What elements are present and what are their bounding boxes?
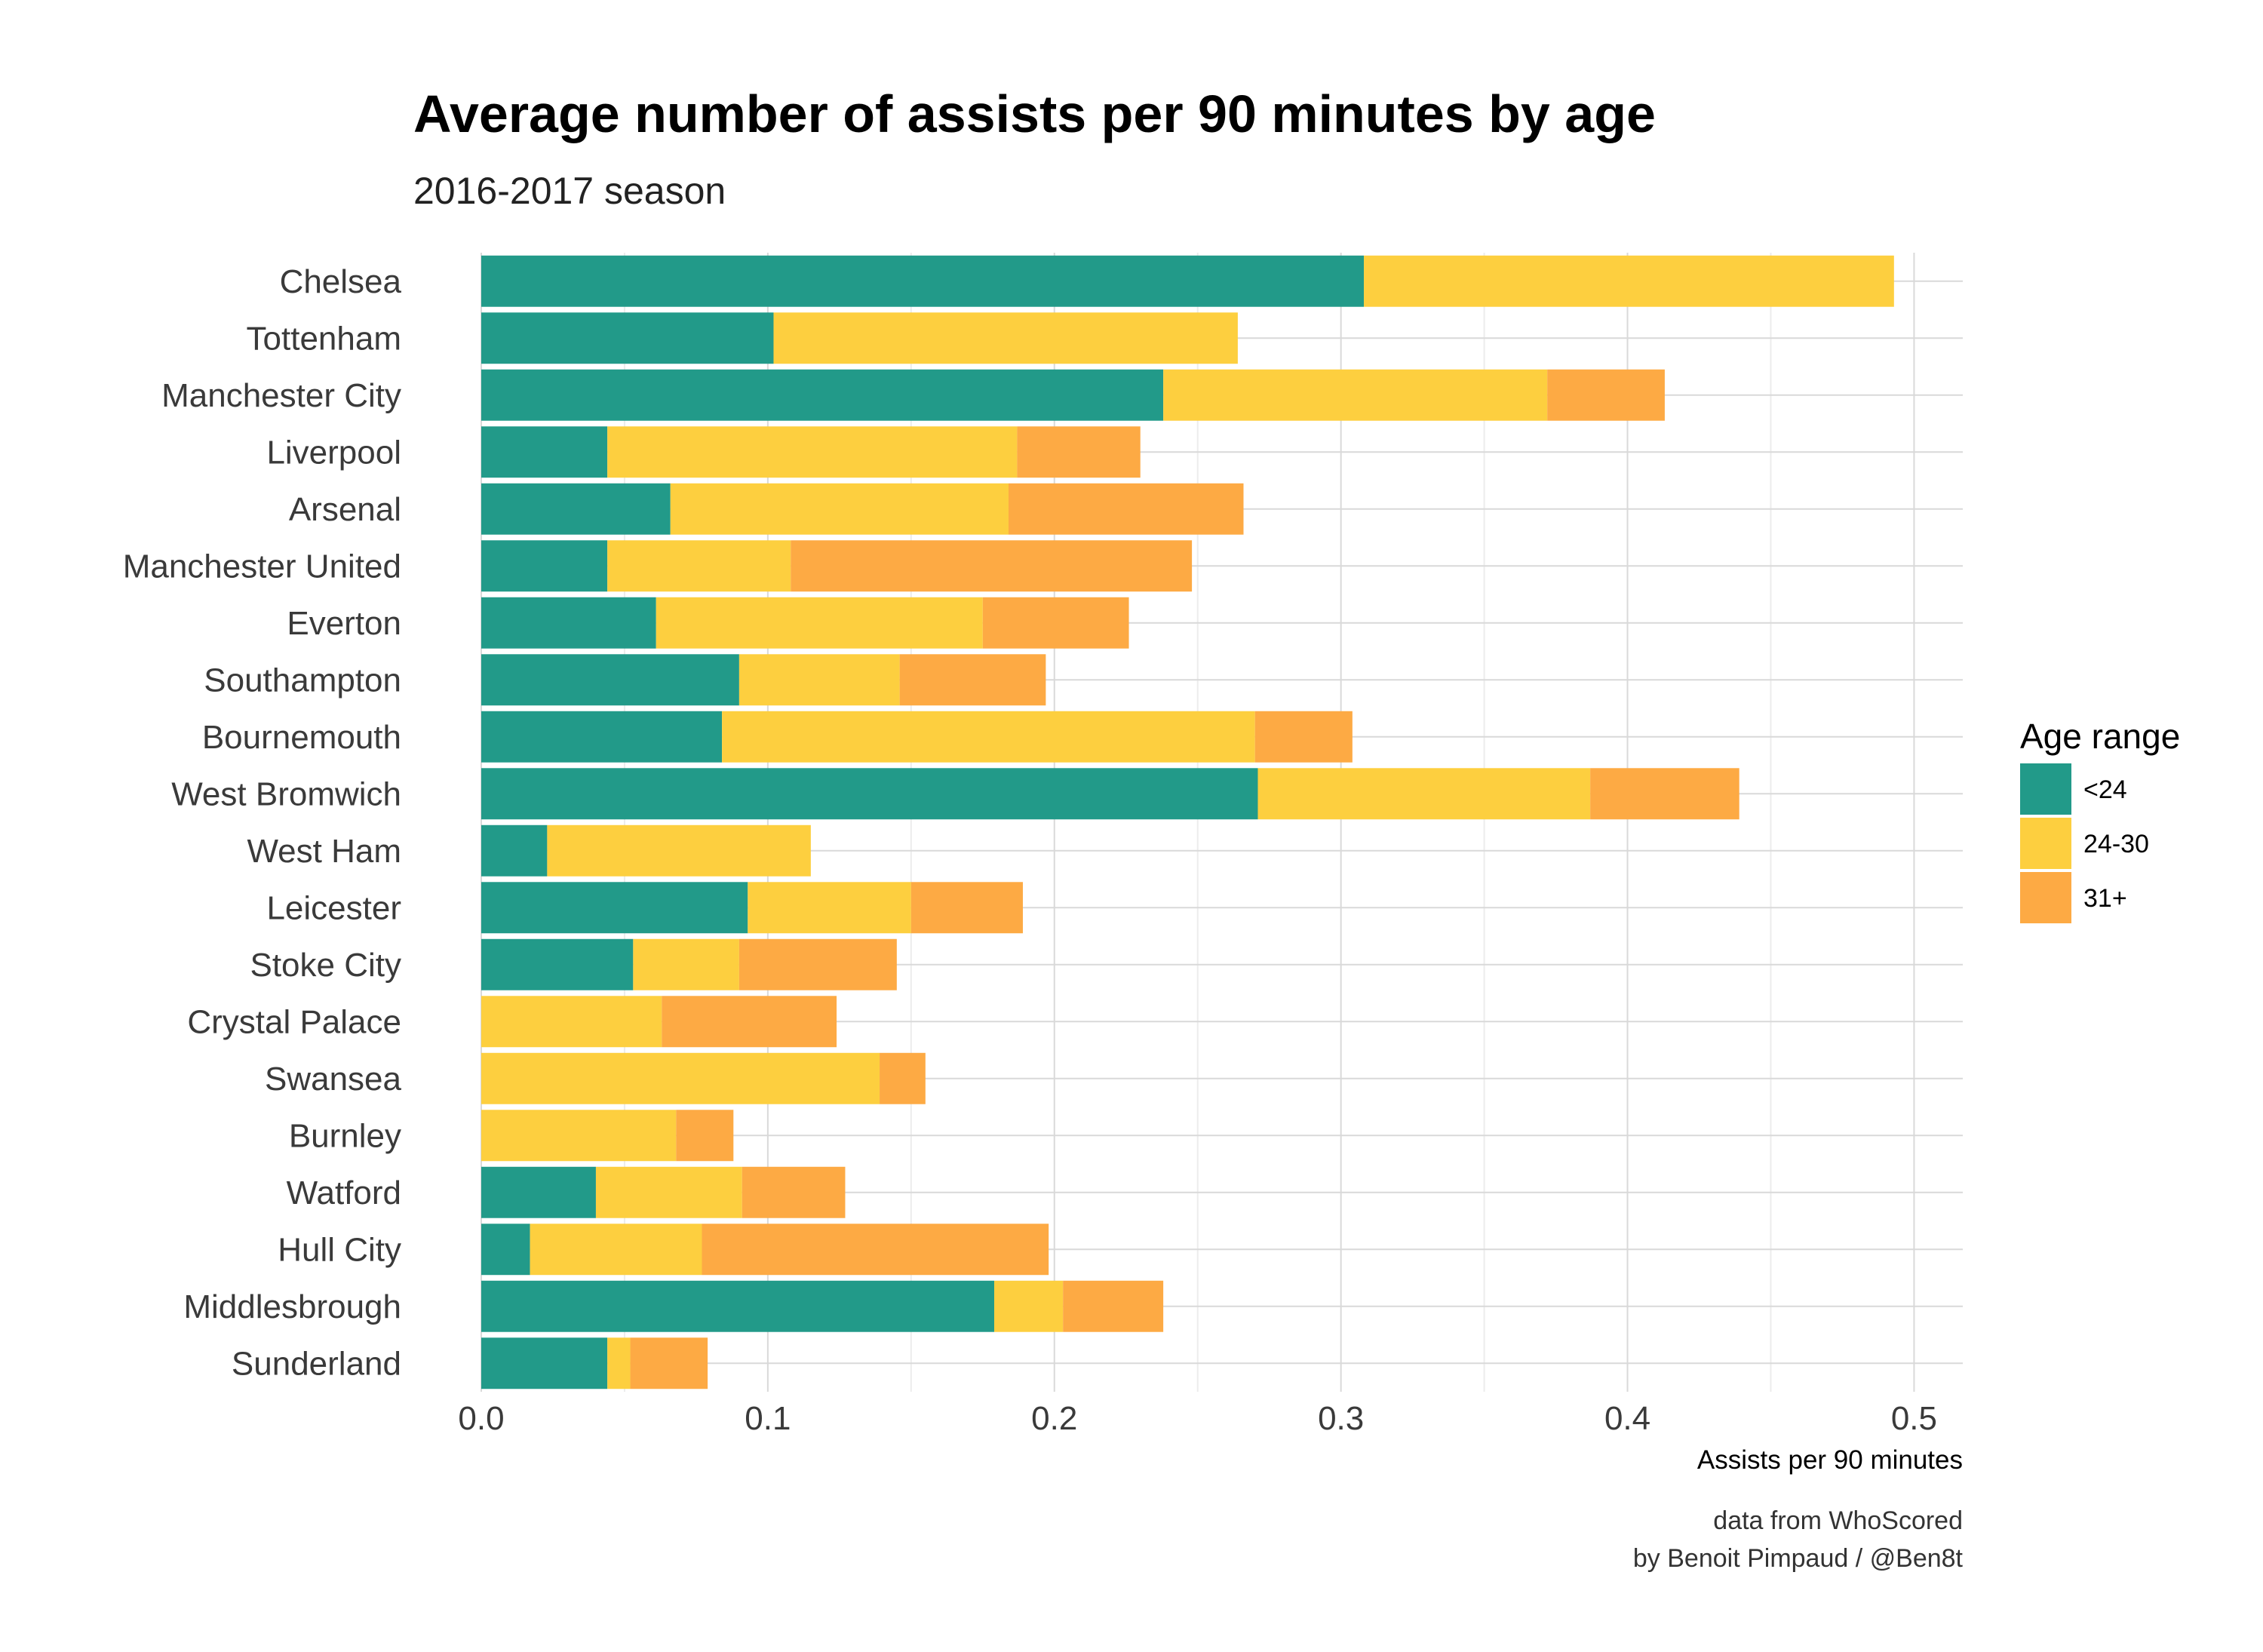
x-tick-label: 0.2 [1031,1400,1077,1437]
category-label: Leicester [266,889,401,926]
x-tick-label: 0.1 [745,1400,791,1437]
legend-label: 24-30 [2083,830,2149,858]
category-label: Stoke City [250,947,401,984]
category-label: Manchester City [161,377,401,414]
bar-segment-24-30 [1257,768,1591,820]
category-label: Sunderland [232,1345,401,1382]
caption: data from WhoScored by Benoit Pimpaud / @… [1633,1506,1964,1573]
bar-segment-under-24 [481,882,748,934]
bar-segment-under-24 [481,369,1164,421]
legend-swatch [2020,872,2071,923]
bar-segment-31-plus [1590,768,1739,820]
bar-segment-24-30 [993,1280,1064,1332]
bar-segment-31-plus [982,597,1129,649]
bar-segment-24-30 [547,824,811,877]
category-label: West Ham [247,833,401,870]
bar-segment-31-plus [1008,483,1244,535]
category-label: Swansea [265,1061,402,1098]
category-label: Middlesbrough [183,1288,401,1325]
category-label: Manchester United [123,548,401,585]
bar-segment-31-plus [899,654,1046,706]
category-label: Everton [287,605,401,642]
x-tick-label: 0.5 [1891,1400,1937,1437]
bar-segment-31-plus [1254,711,1353,763]
category-label: Arsenal [289,491,401,528]
legend: <24 24-30 31+ [2020,763,2149,923]
category-label: Liverpool [266,434,401,471]
bar-segment-24-30 [530,1224,702,1276]
category-label: Tottenham [247,320,401,357]
category-label: Chelsea [280,263,402,300]
category-label: Southampton [204,662,401,699]
bar-segment-24-30 [481,1110,677,1162]
bar-segment-under-24 [481,768,1258,820]
bar-segment-24-30 [670,483,1009,535]
bar-segment-24-30 [481,996,662,1048]
x-tick-label: 0.3 [1318,1400,1364,1437]
bar-segment-under-24 [481,597,656,649]
bar-segment-24-30 [595,1166,742,1218]
bar-segment-31-plus [630,1337,708,1389]
category-label: Hull City [278,1231,401,1268]
category-label: Burnley [289,1117,401,1154]
bar-segment-24-30 [773,312,1238,364]
bar-segment-24-30 [607,1337,631,1389]
bar-segment-24-30 [607,426,1018,478]
bar-segment-under-24 [481,1280,994,1332]
chart-subtitle: 2016-2017 season [413,170,726,212]
bar-segment-under-24 [481,711,723,763]
bar-segment-31-plus [1547,369,1665,421]
bar-segment-under-24 [481,1224,530,1276]
x-axis-title: Assists per 90 minutes [1697,1445,1963,1475]
bar-segment-31-plus [1017,426,1141,478]
bar-segment-31-plus [662,996,837,1048]
bar-segment-under-24 [481,255,1365,307]
bar-segment-24-30 [738,654,900,706]
bar-segment-under-24 [481,1166,596,1218]
x-tick-label: 0.0 [458,1400,504,1437]
caption-line: by Benoit Pimpaud / @Ben8t [1633,1544,1964,1573]
x-tick-labels: 0.0 0.1 0.2 0.3 0.4 0.5 [458,1400,1937,1437]
bar-segment-under-24 [481,824,548,877]
legend-swatch [2020,818,2071,869]
legend-title: Age range [2020,717,2180,756]
bar-segment-31-plus [791,540,1193,592]
grid [481,253,1963,1392]
caption-line: data from WhoScored [1713,1506,1963,1535]
category-label: West Bromwich [171,775,401,812]
bar-segment-under-24 [481,540,608,592]
bar-segment-24-30 [607,540,791,592]
bar-segment-24-30 [656,597,983,649]
bar-segment-under-24 [481,312,774,364]
legend-label: <24 [2083,775,2127,804]
bar-segment-24-30 [748,882,911,934]
bar-segment-31-plus [702,1224,1049,1276]
bar-segment-24-30 [722,711,1255,763]
bar-segment-under-24 [481,654,739,706]
category-labels: Chelsea Tottenham Manchester City Liverpool… [123,263,402,1383]
category-label: Crystal Palace [187,1003,401,1040]
category-label: Watford [287,1175,401,1211]
bar-segment-31-plus [676,1110,734,1162]
legend-label: 31+ [2083,884,2127,913]
bar-segment-24-30 [633,938,739,990]
legend-swatch [2020,763,2071,815]
bar-segment-under-24 [481,426,608,478]
chart-title: Average number of assists per 90 minutes… [413,84,1656,143]
bar-segment-24-30 [1163,369,1548,421]
bars [481,255,1894,1389]
bar-segment-24-30 [481,1052,880,1104]
category-label: Bournemouth [202,719,401,756]
bar-segment-under-24 [481,1337,608,1389]
bar-segment-under-24 [481,938,634,990]
bar-segment-under-24 [481,483,671,535]
bar-segment-31-plus [1063,1280,1164,1332]
bar-segment-24-30 [1364,255,1894,307]
bar-segment-31-plus [880,1052,926,1104]
bar-segment-31-plus [738,938,897,990]
x-tick-label: 0.4 [1604,1400,1650,1437]
bar-segment-31-plus [910,882,1023,934]
bar-segment-31-plus [742,1166,846,1218]
